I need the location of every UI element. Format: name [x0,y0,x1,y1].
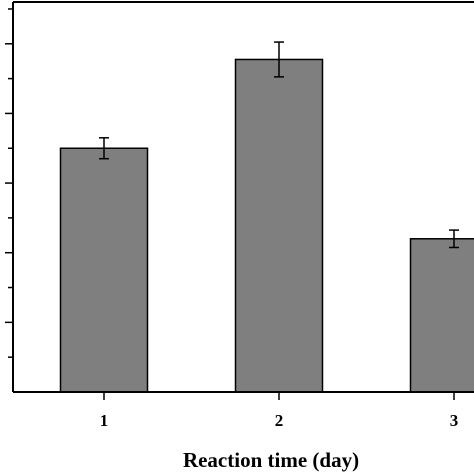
x-axis-ticks: 1 2 3 [100,392,459,430]
plot-area [59,41,474,393]
x-axis-title: Reaction time (day) [183,448,359,472]
x-tick-label: 2 [275,411,284,430]
x-tick-label: 1 [100,411,109,430]
bar [409,238,474,393]
bar [234,58,324,393]
x-tick-label: 3 [450,411,459,430]
y-axis-ticks [5,8,13,358]
bar [59,147,149,393]
